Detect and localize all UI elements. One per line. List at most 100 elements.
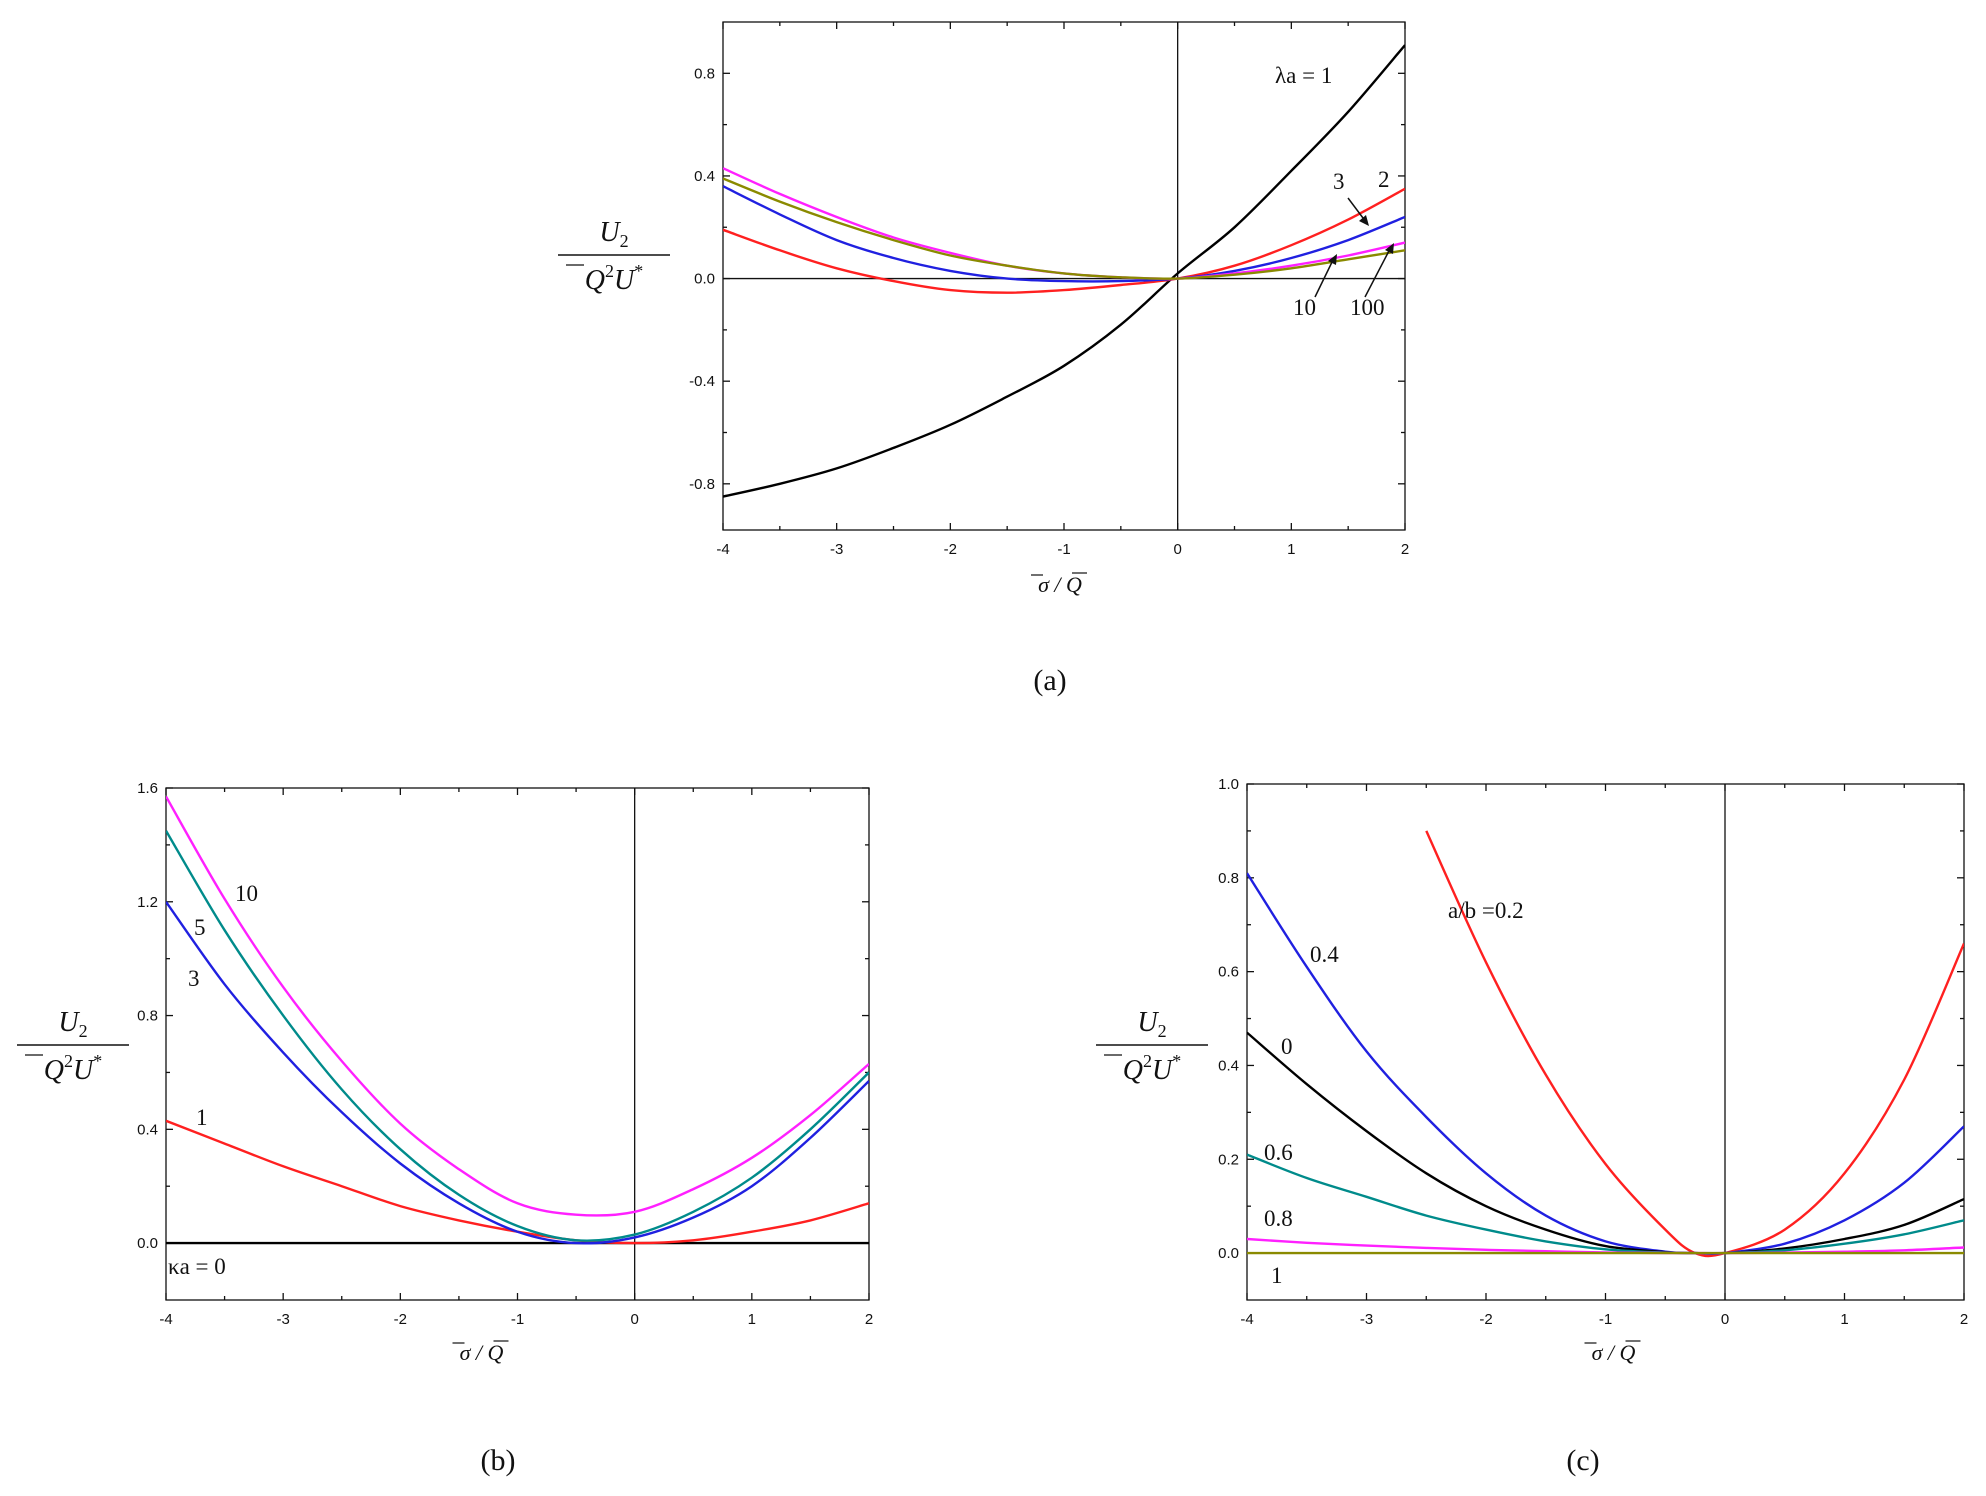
- panel-a-ylabel-denominator-star: *: [634, 261, 643, 281]
- panel-c-xtick-label: 2: [1960, 1311, 1968, 1328]
- annotation-a-3: 3: [1333, 169, 1345, 194]
- panel-b-ylabel-denominator-sup: 2: [64, 1051, 73, 1071]
- annotation-a-pointer-100: [1364, 246, 1392, 298]
- annotation-a-pointer-100-head: [1385, 243, 1394, 254]
- panel-c-xtick-label: -2: [1479, 1311, 1492, 1328]
- panel-a-series-line-1: [723, 187, 1405, 294]
- panel-c-ytick-label: 1.0: [1218, 776, 1239, 793]
- annotation-c-1: 1: [1271, 1263, 1283, 1288]
- annotation-a-pointer-3-head: [1359, 215, 1369, 226]
- panel-b-ytick-label: 0.8: [137, 1008, 158, 1025]
- panel-b-series-group: [166, 795, 869, 1245]
- annotation-b-3: 3: [188, 966, 200, 991]
- panel-a-ytick-label: 0.0: [694, 271, 715, 288]
- panel-c-xtick-label: 1: [1840, 1311, 1848, 1328]
- annotation-a-pointer-10-head: [1328, 254, 1337, 265]
- panel-b-xtick-label: -1: [511, 1311, 524, 1328]
- panel-c-ytick-label: 0.6: [1218, 964, 1239, 981]
- panel-c-series-line-0: [1425, 830, 1964, 1258]
- panel-b-xtick-label: 2: [865, 1311, 873, 1328]
- panel-b-ytick-label: 0.4: [137, 1121, 158, 1138]
- panel-c-xtick-label: -3: [1360, 1311, 1373, 1328]
- panel-c-xtick-label: -1: [1599, 1311, 1612, 1328]
- panel-b-xtick-label: -2: [394, 1311, 407, 1328]
- annotation-b-5: 5: [194, 915, 206, 940]
- annotation-c-0: 0: [1281, 1034, 1293, 1059]
- panel-b-series-line-4: [166, 795, 869, 1217]
- panel-a-series-line-2: [723, 185, 1405, 283]
- panel-a-ytick-label: 0.4: [694, 168, 715, 185]
- panel-a-ylabel-denominator-sup: 2: [605, 261, 614, 281]
- panel-a-xtick-label: 0: [1173, 541, 1181, 558]
- annotation-b-kappa-0: κa = 0: [168, 1254, 226, 1279]
- panel-b-series-line-3: [166, 830, 869, 1242]
- panel-c-ytick-label: 0.2: [1218, 1151, 1239, 1168]
- panel-b-ylabel-denominator: Q2U*: [44, 1051, 102, 1086]
- panel-a-xlabel: σ / Q: [1038, 572, 1082, 597]
- annotation-a-2: 2: [1378, 167, 1390, 192]
- panel-c-ytick-label: 0.0: [1218, 1245, 1239, 1262]
- panel-a-series-line-0: [723, 44, 1405, 498]
- annotation-b-10: 10: [235, 881, 258, 906]
- panel-b-ylabel-numerator-sub: 2: [79, 1021, 88, 1041]
- panel-b-ytick-label: 1.2: [137, 894, 158, 911]
- annotation-a-100: 100: [1350, 295, 1385, 320]
- panel-c-series-line-3: [1247, 1153, 1964, 1255]
- panel-b-xtick-label: 1: [748, 1311, 756, 1328]
- panel-b-xtick-label: -3: [276, 1311, 289, 1328]
- panel-a-series-group: [723, 44, 1405, 498]
- panel-c-ylabel-denominator-u: U: [1152, 1055, 1174, 1086]
- panel-a-xtick-label: -3: [830, 541, 843, 558]
- panel-c-xtick-label: -4: [1240, 1311, 1253, 1328]
- panel-b-ylabel-denominator-u: U: [73, 1055, 95, 1086]
- panel-c-series-group: [1247, 830, 1964, 1258]
- panel-c-ytick-label: 0.4: [1218, 1057, 1239, 1074]
- panel-b-ylabel-numerator: U2: [58, 1007, 87, 1041]
- panel-c-xlabel: σ / Q: [1592, 1340, 1636, 1365]
- panel-a-xtick-label: -1: [1057, 541, 1070, 558]
- panel-b-xtick-label: 0: [630, 1311, 638, 1328]
- panel-a-series-line-4: [723, 177, 1405, 280]
- panel-b-xlabel: σ / Q: [460, 1340, 504, 1365]
- panel-b-ylabel-denominator-star: *: [93, 1051, 102, 1071]
- panel-b-ytick-label: 0.0: [137, 1235, 158, 1252]
- annotation-a-lambda-1: λa = 1: [1275, 63, 1332, 88]
- panel-c-ylabel-denominator-sup: 2: [1143, 1051, 1152, 1071]
- annotation-c-0-4: 0.4: [1310, 942, 1339, 967]
- panel-c-ylabel-numerator: U2: [1137, 1007, 1166, 1041]
- panel-b-frame: [165, 787, 870, 1301]
- panel-a-series-line-3: [723, 167, 1405, 280]
- panel-c-series-line-1: [1247, 872, 1964, 1256]
- panel-c-ylabel-numerator-sub: 2: [1158, 1021, 1167, 1041]
- panel-a-xtick-label: 1: [1287, 541, 1295, 558]
- annotation-c-0-2: a/b =0.2: [1448, 898, 1524, 923]
- panel-a-ytick-label: -0.4: [689, 373, 715, 390]
- panel-a-ylabel-numerator-sub: 2: [620, 231, 629, 251]
- panel-a-xtick-label: -4: [716, 541, 729, 558]
- panel-a-xtick-label: -2: [944, 541, 957, 558]
- panel-b-label: (b): [481, 1444, 516, 1477]
- panel-c-ytick-label: 0.8: [1218, 870, 1239, 887]
- panel-b-xtick-label: -4: [159, 1311, 172, 1328]
- panel-a-ylabel-denominator-u: U: [614, 265, 636, 296]
- annotation-a-pointer-10: [1314, 257, 1335, 298]
- panel-a-ytick-label: -0.8: [689, 476, 715, 493]
- panel-a-ylabel-numerator: U2: [599, 217, 628, 251]
- panel-c-xtick-label: 0: [1721, 1311, 1729, 1328]
- panel-a-ytick-label: 0.8: [694, 65, 715, 82]
- annotation-b-1: 1: [196, 1105, 208, 1130]
- panel-b-ytick-label: 1.6: [137, 780, 158, 797]
- panel-a-frame: [722, 21, 1406, 531]
- panel-a-xtick-label: 2: [1401, 541, 1409, 558]
- panel-a-label: (a): [1033, 664, 1066, 697]
- panel-c-ylabel-denominator-star: *: [1172, 1051, 1181, 1071]
- panel-c-series-line-2: [1247, 1031, 1964, 1255]
- panel-a-ylabel-denominator: Q2U*: [585, 261, 643, 296]
- annotation-c-0-8: 0.8: [1264, 1206, 1293, 1231]
- annotation-a-10: 10: [1293, 295, 1316, 320]
- panel-c-ylabel-denominator: Q2U*: [1123, 1051, 1181, 1086]
